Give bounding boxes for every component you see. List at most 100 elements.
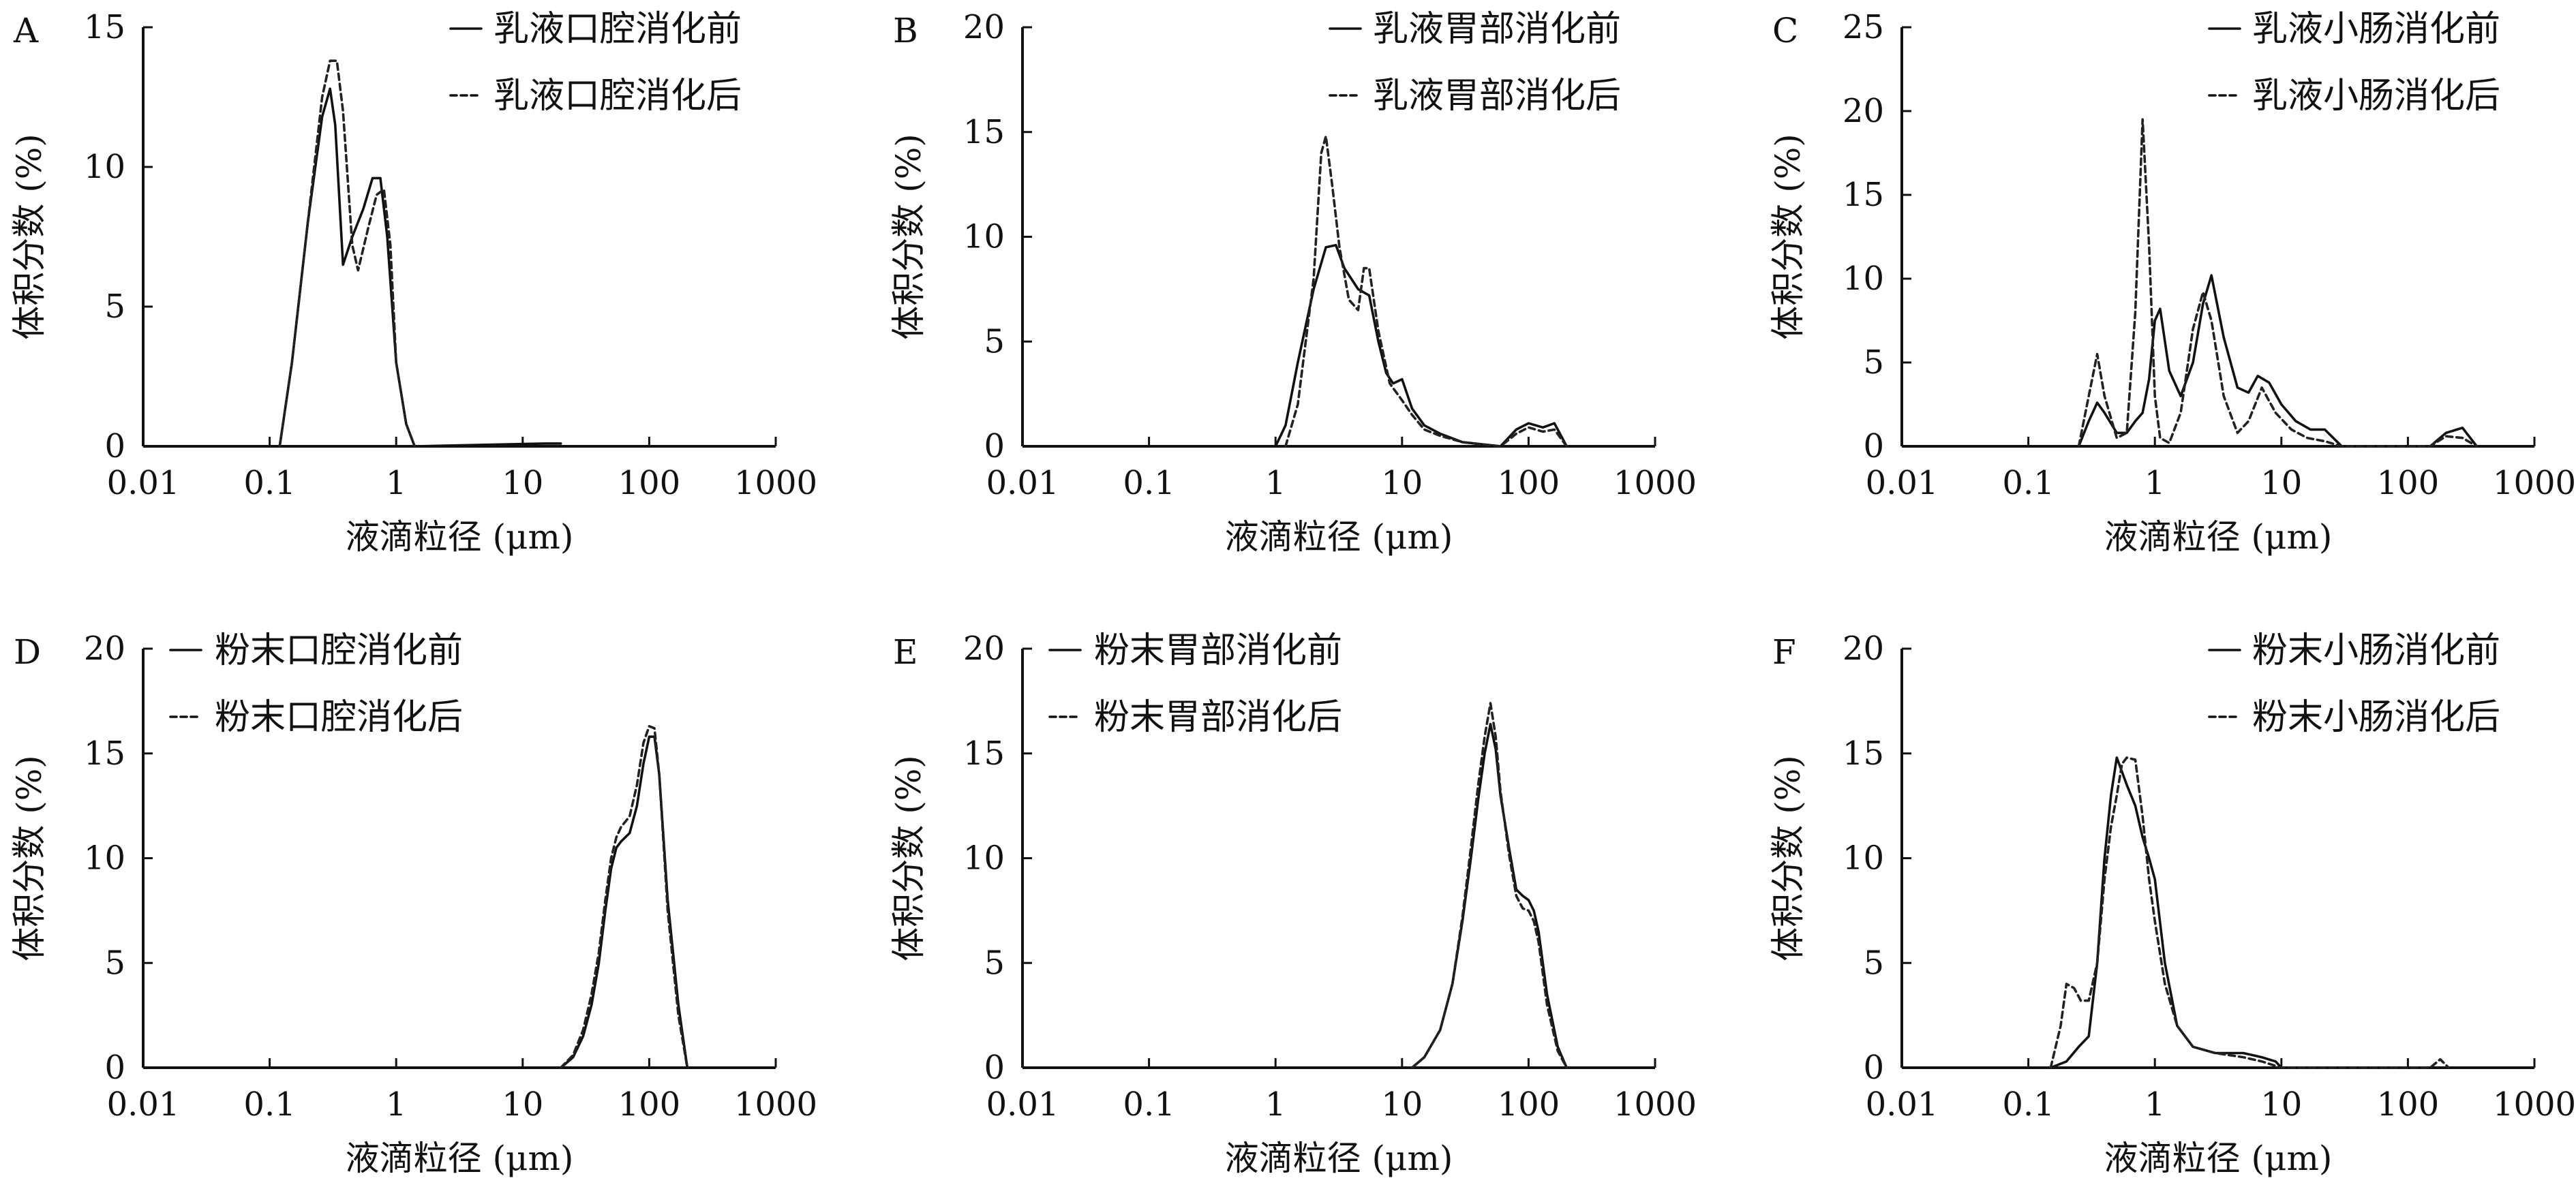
panel-b: B 0.01 0.1 1 10 100 1000 0 5 10 15 20 液滴粒径 (μm) 体积分数 …	[889, 8, 1697, 557]
legend-label: 粉末口腔消化前	[215, 630, 463, 671]
x-tick-label: 0.1	[243, 1085, 295, 1124]
x-tick-label: 100	[1498, 1085, 1560, 1124]
x-axis-title: 液滴粒径 (μm)	[2104, 517, 2333, 557]
x-tick-label: 100	[618, 1085, 681, 1124]
series-line-2	[1410, 702, 1569, 1069]
x-tick-label: 1000	[2493, 464, 2576, 502]
x-tick-label: 0.01	[1866, 1085, 1939, 1124]
x-tick-label: 0.01	[1866, 464, 1939, 502]
x-tick-label: 1000	[1613, 1085, 1697, 1124]
x-tick-label: 100	[618, 464, 681, 502]
y-tick-label: 0	[104, 1049, 125, 1087]
panel-a: A 0.01 0.1 1 10 100 1000 0 5 10 15 液滴粒径 (μm) 体积分数 (%…	[10, 8, 817, 557]
x-tick-label: 100	[2377, 464, 2440, 502]
y-axis-title: 体积分数 (%)	[1768, 134, 1808, 339]
x-tick-label: 1	[1265, 1085, 1286, 1124]
y-tick-label: 15	[84, 8, 125, 46]
series-line-1	[1274, 243, 1569, 448]
x-tick-label: 1	[386, 464, 407, 502]
x-axis-title: 液滴粒径 (μm)	[346, 517, 574, 557]
x-tick-label: 0.1	[2002, 464, 2054, 502]
x-tick-label: 10	[1381, 1085, 1423, 1124]
y-axis-title: 体积分数 (%)	[889, 755, 928, 961]
y-tick-label: 10	[84, 839, 125, 878]
x-tick-label: 1	[1265, 464, 1286, 502]
x-tick-label: 0.01	[107, 464, 180, 502]
y-tick-label: 0	[1863, 427, 1884, 465]
panel-letter: C	[1772, 11, 1798, 50]
y-tick-label: 15	[963, 113, 1005, 151]
y-tick-label: 10	[1843, 260, 1884, 298]
series-line-2	[559, 725, 689, 1069]
panel-letter: D	[14, 632, 41, 672]
y-tick-label: 15	[963, 735, 1005, 773]
series-line-2	[278, 59, 416, 448]
x-axis-title: 液滴粒径 (μm)	[346, 1139, 574, 1178]
y-tick-label: 10	[963, 839, 1005, 878]
series-line-2	[2049, 756, 2450, 1069]
series-line-1	[559, 735, 689, 1069]
x-tick-label: 1000	[734, 464, 817, 502]
x-tick-label: 10	[2260, 1085, 2302, 1124]
series-line-1	[2077, 274, 2479, 448]
y-tick-label: 5	[1863, 944, 1884, 982]
x-tick-label: 0.01	[986, 1085, 1059, 1124]
y-tick-label: 0	[1863, 1049, 1884, 1087]
x-tick-label: 1	[2145, 1085, 2166, 1124]
y-tick-label: 15	[84, 735, 125, 773]
y-tick-label: 20	[963, 8, 1005, 46]
legend-label: 乳液胃部消化后	[1373, 76, 1621, 117]
series-line-1	[278, 87, 562, 448]
y-tick-label: 10	[963, 218, 1005, 256]
panel-letter: B	[893, 11, 918, 50]
x-tick-label: 0.01	[986, 464, 1059, 502]
legend-label: 乳液小肠消化前	[2252, 9, 2500, 50]
y-tick-label: 20	[1843, 92, 1884, 130]
series-line-2	[1284, 135, 1569, 448]
legend-label: 粉末小肠消化前	[2252, 630, 2500, 671]
panel-e: E 0.01 0.1 1 10 100 1000 0 5 10 15 20 液滴粒径 (μm) 体积分数 …	[889, 630, 1697, 1178]
panel-letter: A	[13, 11, 39, 50]
legend-label: 粉末口腔消化后	[215, 697, 463, 738]
panel-f: F 0.01 0.1 1 10 100 1000 0 5 10 15 20 液滴粒径 (μm) 体积分数 …	[1768, 630, 2576, 1178]
y-tick-label: 25	[1843, 8, 1884, 46]
panel-letter: F	[1772, 632, 1796, 672]
y-tick-label: 5	[984, 322, 1005, 360]
panel-c: C 0.01 0.1 1 10 100 1000 0 5 10 15 20 25 液滴粒径 (μm) 体积分…	[1768, 8, 2576, 557]
legend-label: 粉末胃部消化前	[1094, 630, 1342, 671]
x-tick-label: 0.1	[243, 464, 295, 502]
legend-label: 乳液口腔消化后	[494, 76, 742, 117]
y-axis-title: 体积分数 (%)	[10, 755, 49, 961]
y-axis-title: 体积分数 (%)	[889, 134, 928, 339]
y-tick-label: 0	[984, 1049, 1005, 1087]
x-tick-label: 100	[1498, 464, 1560, 502]
x-tick-label: 1	[2145, 464, 2166, 502]
x-tick-label: 0.1	[1123, 1085, 1175, 1124]
y-tick-label: 0	[104, 427, 125, 465]
x-tick-label: 0.01	[107, 1085, 180, 1124]
y-tick-label: 20	[1843, 630, 1884, 668]
x-tick-label: 100	[2377, 1085, 2440, 1124]
x-tick-label: 10	[502, 1085, 543, 1124]
x-axis-title: 液滴粒径 (μm)	[2104, 1139, 2333, 1178]
y-axis-title: 体积分数 (%)	[1768, 755, 1808, 961]
series-line-1	[1410, 722, 1569, 1069]
y-tick-label: 5	[1863, 343, 1884, 382]
y-tick-label: 15	[1843, 176, 1884, 214]
x-tick-label: 10	[2260, 464, 2302, 502]
series-line-2	[2077, 118, 2479, 448]
y-tick-label: 10	[1843, 839, 1884, 878]
x-tick-label: 1000	[1613, 464, 1697, 502]
x-tick-label: 10	[1381, 464, 1423, 502]
y-tick-label: 5	[104, 288, 125, 326]
panel-letter: E	[893, 632, 918, 672]
y-tick-label: 20	[963, 630, 1005, 668]
y-tick-label: 0	[984, 427, 1005, 465]
y-tick-label: 10	[84, 148, 125, 186]
x-tick-label: 0.1	[2002, 1085, 2054, 1124]
